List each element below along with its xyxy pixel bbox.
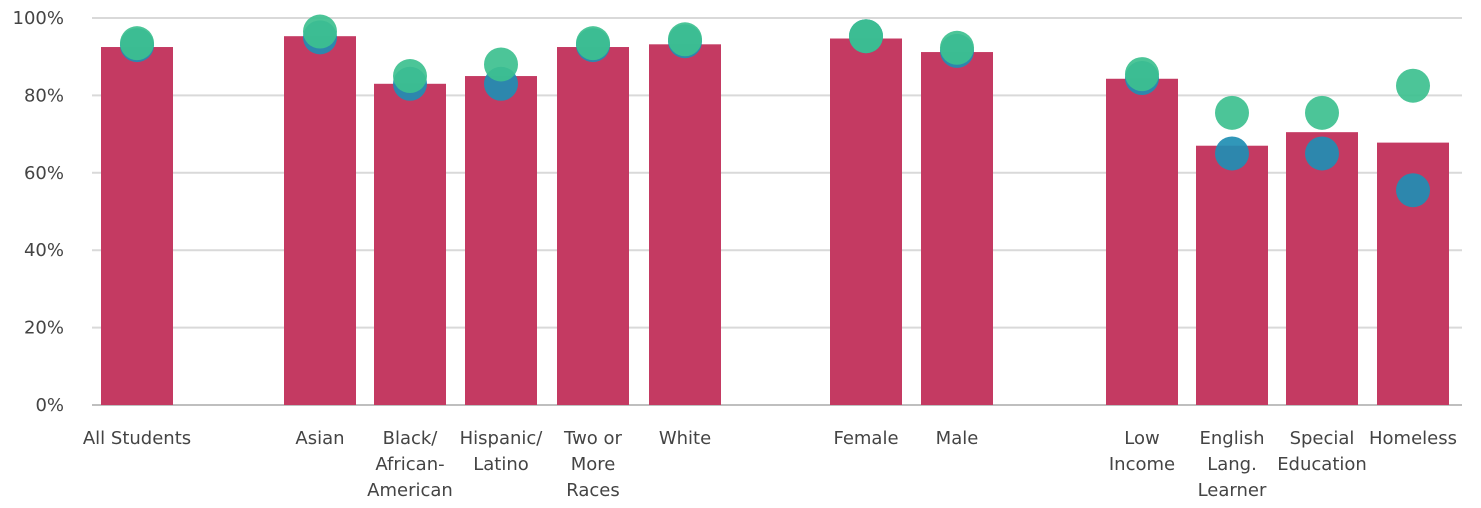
bar bbox=[374, 83, 446, 405]
bar bbox=[557, 47, 629, 406]
dot-green bbox=[303, 14, 337, 49]
dot-green bbox=[1305, 95, 1339, 130]
dot-green bbox=[393, 59, 427, 94]
bar bbox=[465, 76, 537, 406]
dots bbox=[120, 14, 1430, 208]
dot-blue bbox=[1215, 136, 1249, 171]
y-tick-label: 40% bbox=[24, 240, 64, 261]
bars bbox=[101, 36, 1449, 406]
y-tick-label: 0% bbox=[35, 395, 64, 416]
dot-green bbox=[576, 26, 610, 61]
x-tick-label: All Students bbox=[83, 428, 191, 449]
y-tick-label: 60% bbox=[24, 163, 64, 184]
x-tick-label: Homeless bbox=[1369, 428, 1457, 449]
bar bbox=[830, 38, 902, 406]
x-tick-label: Special Education bbox=[1277, 428, 1367, 475]
bar bbox=[1196, 145, 1268, 405]
y-tick-label: 100% bbox=[13, 8, 64, 29]
x-tick-label: Low Income bbox=[1109, 428, 1175, 475]
dot-blue bbox=[1305, 136, 1339, 171]
x-tick-label: Two or More Races bbox=[563, 428, 622, 501]
bar bbox=[1286, 132, 1358, 406]
dot-green bbox=[1396, 68, 1430, 103]
bar bbox=[921, 52, 993, 405]
y-tick-label: 20% bbox=[24, 318, 64, 339]
x-tick-label: Asian bbox=[295, 428, 344, 449]
x-tick-label: White bbox=[659, 428, 711, 449]
dot-green bbox=[484, 47, 518, 82]
dot-green bbox=[668, 22, 702, 57]
bar bbox=[649, 44, 721, 405]
x-tick-label: Female bbox=[833, 428, 898, 449]
dot-green bbox=[940, 30, 974, 65]
dot-blue bbox=[1396, 173, 1430, 208]
y-tick-label: 80% bbox=[24, 85, 64, 106]
dot-green bbox=[120, 26, 154, 61]
bar bbox=[284, 36, 356, 406]
dot-green bbox=[1215, 95, 1249, 130]
x-tick-label: Black/African-American bbox=[367, 428, 453, 501]
dot-green bbox=[849, 19, 883, 54]
x-tick-label: Male bbox=[936, 428, 979, 449]
x-tick-label: English Lang. Learner bbox=[1198, 428, 1267, 501]
bar bbox=[101, 47, 173, 406]
x-tick-label: Hispanic/Latino bbox=[460, 428, 544, 475]
dot-green bbox=[1125, 57, 1159, 92]
x-axis-labels: All Students Asian Black/African-AmericanH… bbox=[83, 428, 1457, 501]
y-axis-ticks: 0% 20% 40% 60% 80% 100% bbox=[13, 8, 64, 416]
bar bbox=[1106, 78, 1178, 405]
